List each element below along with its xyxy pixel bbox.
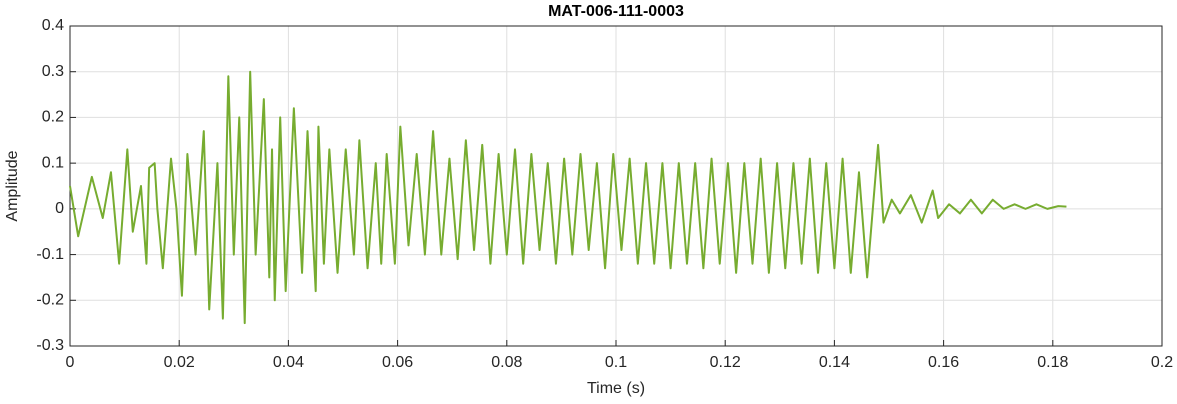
- x-tick-label: 0.1: [605, 354, 627, 371]
- x-tick-label: 0.18: [1037, 354, 1068, 371]
- x-tick-label: 0.16: [928, 354, 959, 371]
- x-tick-label: 0.06: [382, 354, 413, 371]
- y-tick-label: 0.1: [42, 154, 64, 171]
- y-tick-label: 0: [55, 200, 64, 217]
- y-tick-label: 0.4: [42, 17, 64, 34]
- x-axis-label: Time (s): [587, 380, 645, 397]
- x-tick-label: 0.14: [819, 354, 850, 371]
- y-tick-label: -0.3: [36, 337, 64, 354]
- x-tick-label: 0.04: [273, 354, 304, 371]
- x-tick-label: 0.12: [710, 354, 741, 371]
- x-tick-label: 0.2: [1151, 354, 1173, 371]
- chart-title: MAT-006-111-0003: [548, 3, 684, 20]
- y-tick-label: -0.1: [36, 246, 64, 263]
- x-tick-label: 0.02: [164, 354, 195, 371]
- y-tick-label: -0.2: [36, 292, 64, 309]
- x-tick-label: 0.08: [491, 354, 522, 371]
- x-tick-label: 0: [66, 354, 75, 371]
- y-tick-label: 0.3: [42, 63, 64, 80]
- y-axis-label: Amplitude: [4, 150, 21, 221]
- y-tick-label: 0.2: [42, 109, 64, 126]
- waveform-line: [69, 70, 1067, 325]
